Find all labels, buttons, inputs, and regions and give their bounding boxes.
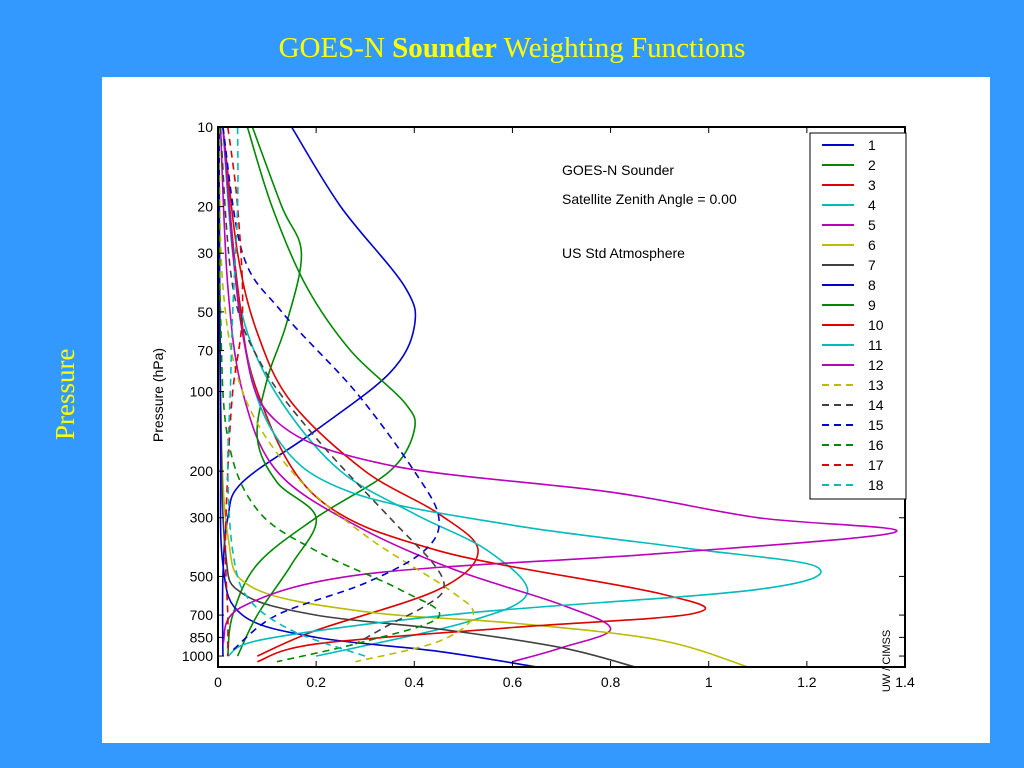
x-tick-label: 1.2 bbox=[797, 674, 817, 690]
legend-label-4: 4 bbox=[868, 197, 876, 213]
series-line-2 bbox=[227, 126, 417, 657]
side-axis-label: Pressure bbox=[50, 348, 80, 440]
legend-label-8: 8 bbox=[868, 277, 876, 293]
legend-label-14: 14 bbox=[868, 397, 884, 413]
x-tick-label: 1.4 bbox=[895, 674, 915, 690]
legend-label-11: 11 bbox=[868, 337, 883, 353]
series-line-7 bbox=[218, 126, 636, 668]
y-tick-label: 300 bbox=[190, 510, 214, 526]
series-line-16 bbox=[217, 126, 441, 663]
series-line-17 bbox=[224, 126, 244, 657]
legend-label-10: 10 bbox=[868, 317, 884, 333]
y-tick-label: 850 bbox=[190, 629, 214, 645]
legend-label-17: 17 bbox=[868, 457, 884, 473]
series-line-11 bbox=[222, 126, 822, 657]
series-line-10 bbox=[222, 126, 707, 663]
annotation-sounder: GOES-N Sounder bbox=[562, 162, 674, 178]
legend-label-2: 2 bbox=[868, 157, 876, 173]
y-tick-label: 30 bbox=[197, 245, 213, 261]
x-tick-label: 0.2 bbox=[306, 674, 326, 690]
title-suffix: Weighting Functions bbox=[496, 32, 746, 64]
legend-label-1: 1 bbox=[868, 137, 876, 153]
legend-label-16: 16 bbox=[868, 437, 884, 453]
annotation-zenith-angle: Satellite Zenith Angle = 0.00 bbox=[562, 191, 737, 207]
series-lines bbox=[217, 126, 898, 668]
x-tick-label: 1 bbox=[705, 674, 713, 690]
y-axis-title: Pressure (hPa) bbox=[150, 348, 166, 442]
series-line-3 bbox=[222, 126, 479, 657]
legend-label-13: 13 bbox=[868, 377, 884, 393]
legend-label-7: 7 bbox=[868, 257, 876, 273]
series-line-8 bbox=[218, 126, 538, 668]
legend-label-18: 18 bbox=[868, 477, 884, 493]
series-line-13 bbox=[218, 126, 475, 663]
legend-label-5: 5 bbox=[868, 217, 876, 233]
x-tick-label: 0 bbox=[214, 674, 222, 690]
y-tick-label: 200 bbox=[190, 463, 214, 479]
y-tick-label: 500 bbox=[190, 568, 214, 584]
y-tick-label: 70 bbox=[197, 343, 213, 359]
series-line-12 bbox=[222, 126, 898, 645]
y-tick-label: 10 bbox=[197, 119, 213, 135]
y-tick-label: 50 bbox=[197, 304, 213, 320]
x-tick-label: 0.6 bbox=[503, 674, 523, 690]
x-tick-label: 0.4 bbox=[405, 674, 425, 690]
series-line-5 bbox=[219, 126, 612, 663]
chart-panel: 0 0.2 0.4 0.6 0.8 1 1.2 1.4 10 20 30 50 70 100 200 300 5… bbox=[102, 77, 990, 743]
legend-label-6: 6 bbox=[868, 237, 876, 253]
axis-ticks: 0 0.2 0.4 0.6 0.8 1 1.2 1.4 10 20 30 50 70 100 200 300 5… bbox=[182, 119, 915, 690]
legend-label-9: 9 bbox=[868, 297, 876, 313]
legend-label-3: 3 bbox=[868, 177, 876, 193]
legend-box bbox=[809, 132, 907, 500]
title-prefix: GOES-N bbox=[278, 32, 393, 64]
legend-label-12: 12 bbox=[868, 357, 884, 373]
y-tick-label: 100 bbox=[190, 384, 214, 400]
credit-label: UW / CIMSS bbox=[881, 630, 893, 692]
series-line-4 bbox=[222, 126, 529, 657]
weighting-function-chart: 0 0.2 0.4 0.6 0.8 1 1.2 1.4 10 20 30 50 70 100 200 300 5… bbox=[150, 119, 915, 692]
y-tick-label: 1000 bbox=[182, 648, 213, 664]
series-line-14 bbox=[219, 126, 445, 645]
series-line-9 bbox=[236, 126, 317, 657]
y-tick-label: 700 bbox=[190, 607, 214, 623]
legend-label-15: 15 bbox=[868, 417, 884, 433]
plot-frame bbox=[217, 126, 906, 668]
y-tick-label: 20 bbox=[197, 199, 213, 215]
x-tick-label: 0.8 bbox=[601, 674, 621, 690]
series-line-15 bbox=[222, 126, 440, 651]
title-bold: Sounder bbox=[392, 32, 497, 64]
series-line-1 bbox=[221, 126, 417, 657]
slide-title: GOES-N Sounder Weighting Functions bbox=[0, 32, 1024, 65]
series-line-18 bbox=[226, 126, 366, 657]
annotation-atmosphere: US Std Atmosphere bbox=[562, 245, 685, 261]
